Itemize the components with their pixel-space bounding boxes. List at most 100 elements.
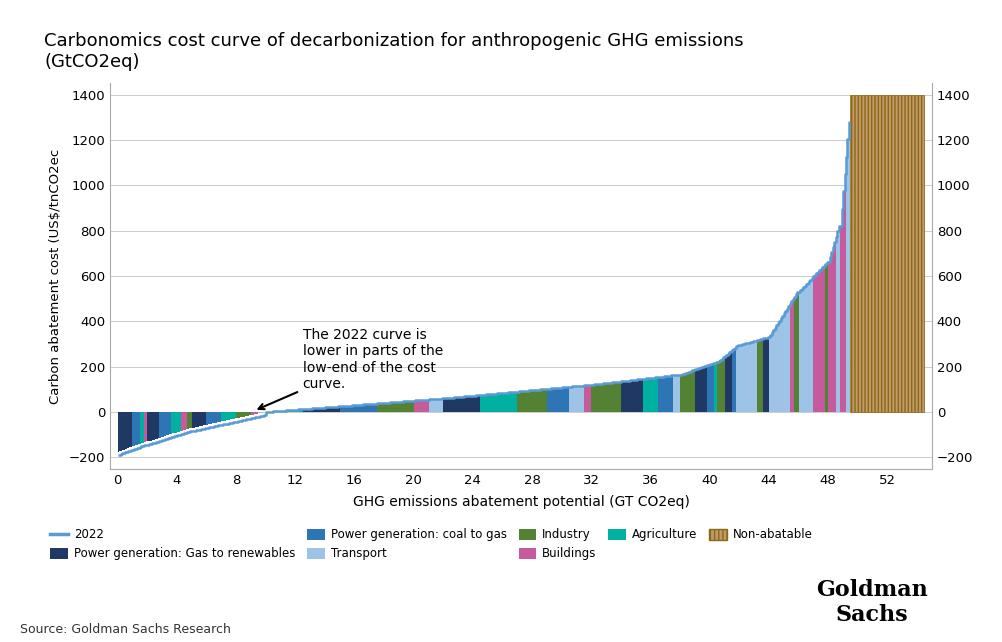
Text: The 2022 curve is
lower in parts of the
low-end of the cost
curve.: The 2022 curve is lower in parts of the … — [259, 328, 443, 409]
Bar — [427, 399, 429, 412]
Bar — [150, 412, 151, 440]
Text: Carbonomics cost curve of decarbonization for anthropogenic GHG emissions
(GtCO2: Carbonomics cost curve of decarbonizatio… — [44, 32, 744, 71]
Bar — [390, 403, 392, 412]
Bar — [451, 398, 452, 412]
Bar — [454, 397, 455, 412]
Bar — [846, 157, 848, 412]
Bar — [568, 387, 569, 412]
Bar — [237, 412, 239, 418]
Bar — [686, 372, 687, 412]
Bar — [566, 387, 568, 412]
Bar — [610, 383, 612, 412]
Bar — [698, 369, 699, 412]
Bar — [690, 371, 692, 412]
Bar — [501, 393, 503, 412]
Bar — [650, 378, 652, 412]
Bar — [607, 383, 609, 412]
Bar — [542, 389, 544, 412]
Bar — [492, 394, 494, 412]
Bar — [556, 388, 557, 412]
Bar — [433, 399, 435, 412]
Bar — [318, 408, 319, 412]
Bar — [213, 412, 215, 423]
Bar — [826, 264, 827, 412]
Bar — [604, 383, 606, 412]
Bar — [415, 401, 417, 412]
Bar — [151, 412, 153, 440]
Bar — [408, 401, 409, 412]
Bar — [452, 397, 454, 412]
Bar — [435, 399, 436, 412]
Bar — [585, 385, 587, 412]
Bar — [789, 306, 790, 412]
Bar — [803, 287, 805, 412]
Bar — [578, 386, 579, 412]
Bar — [775, 327, 777, 412]
Bar — [749, 342, 752, 412]
Bar — [210, 412, 212, 424]
Bar — [809, 281, 811, 412]
Bar — [649, 378, 650, 412]
Bar — [624, 381, 625, 412]
Bar — [699, 368, 701, 412]
Bar — [157, 412, 159, 438]
Bar — [485, 395, 486, 412]
Bar — [507, 392, 508, 412]
Bar — [222, 412, 224, 421]
Bar — [371, 404, 373, 412]
Bar — [262, 412, 263, 413]
Bar — [312, 408, 313, 412]
Bar — [667, 376, 668, 412]
Bar — [597, 384, 599, 412]
Bar — [373, 404, 374, 412]
Bar — [721, 358, 723, 412]
Bar — [297, 410, 299, 412]
Bar — [176, 412, 178, 432]
Bar — [523, 391, 525, 412]
Bar — [593, 385, 594, 412]
Bar — [724, 356, 726, 412]
Bar — [755, 341, 756, 412]
Bar — [702, 367, 703, 412]
Bar — [254, 412, 256, 414]
Bar — [190, 412, 191, 428]
Bar — [132, 412, 134, 446]
Bar — [636, 379, 637, 412]
Bar — [672, 376, 674, 412]
Bar — [582, 385, 584, 412]
Bar — [247, 412, 249, 415]
Bar — [771, 335, 772, 412]
Bar — [175, 412, 176, 433]
Bar — [532, 390, 534, 412]
Bar — [563, 387, 565, 412]
Bar — [726, 355, 727, 412]
Bar — [746, 343, 748, 412]
Bar — [764, 338, 765, 412]
Bar — [520, 391, 522, 412]
Bar — [381, 403, 383, 412]
Bar — [823, 267, 824, 412]
Bar — [420, 400, 421, 412]
Bar — [821, 268, 823, 412]
Bar — [234, 412, 236, 419]
Bar — [401, 402, 402, 412]
Bar — [553, 388, 554, 412]
Bar — [256, 412, 257, 414]
Bar — [421, 400, 423, 412]
Bar — [303, 409, 305, 412]
Bar — [805, 286, 806, 412]
Bar — [472, 396, 473, 412]
Bar — [573, 386, 575, 412]
Bar — [370, 404, 371, 412]
Bar — [833, 247, 834, 412]
Text: Goldman
Sachs: Goldman Sachs — [816, 578, 928, 626]
Bar — [683, 374, 684, 412]
Bar — [497, 394, 498, 412]
Bar — [647, 378, 649, 412]
Bar — [334, 407, 336, 412]
Bar — [169, 412, 171, 435]
Bar — [143, 412, 144, 442]
Bar — [473, 395, 474, 412]
Bar — [321, 408, 322, 412]
Bar — [701, 367, 702, 412]
